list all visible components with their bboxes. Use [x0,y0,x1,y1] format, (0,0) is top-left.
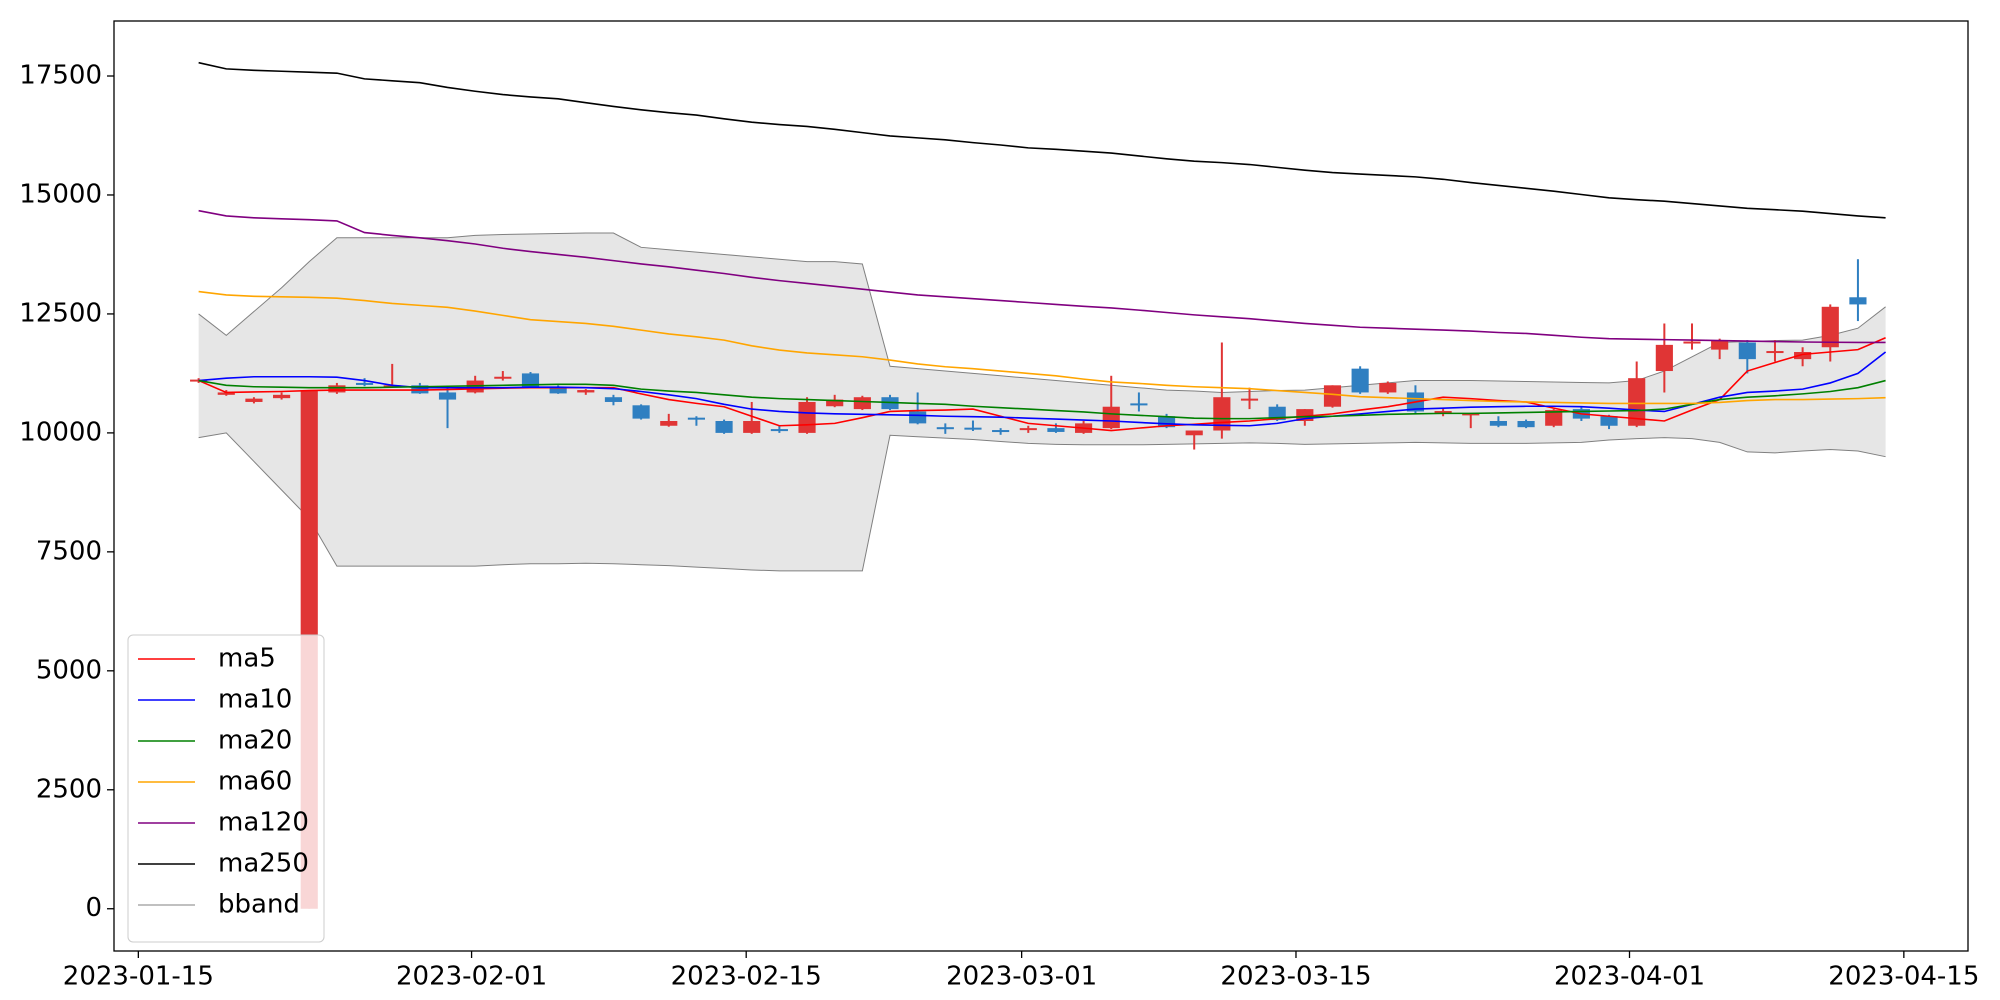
candle-body [1379,382,1397,393]
y-tick-label: 7500 [36,536,102,566]
candle-body [245,398,263,402]
candle-body [273,394,291,399]
candle-body [1047,428,1065,432]
candle-body [826,399,844,407]
candle-body [1462,413,1480,416]
band-upper [198,232,1886,393]
candle-body [1130,403,1148,406]
candle-body [798,401,816,433]
x-tick-label: 2023-04-01 [1554,962,1705,992]
candle-body [1240,398,1259,401]
legend-box [127,634,325,943]
y-tick-label: 10000 [19,417,102,447]
candle-body [936,427,954,430]
candle-body [1268,406,1286,421]
candle-body [1296,409,1314,421]
candle-body [687,417,705,420]
candle-body [549,387,567,394]
y-tick-label: 12500 [19,298,102,328]
candle-body [604,397,623,402]
candle-body [1019,428,1037,431]
x-tick-label: 2023-02-15 [671,962,822,992]
candle-body [1766,351,1784,354]
legend-label: ma60 [218,767,292,797]
legend-label: ma5 [218,644,276,674]
candle-body [1517,420,1535,428]
candle-body [355,382,374,385]
candle-body [715,420,733,433]
legend-label: ma10 [218,685,292,715]
legend: ma5 ma10 ma20 ma60 ma120 ma250 bband [127,634,325,943]
candle-body [494,376,512,379]
legend-label: ma250 [218,849,309,879]
candle-body [1600,416,1618,426]
legend-label: ma20 [218,726,292,756]
ma-line [198,336,1886,432]
band-fill [198,233,1886,571]
candle-body [853,397,871,410]
candle-body [992,430,1010,433]
candle-body [1794,352,1812,360]
x-tick-label: 2023-02-01 [396,962,547,992]
candle-body [1102,406,1120,429]
ma-line [198,379,1886,420]
x-tick-label: 2023-03-15 [1220,962,1371,992]
candle-body [632,405,650,419]
band-lower [198,432,1886,572]
ma-line [198,351,1887,427]
candle-body [1849,297,1867,305]
candle-body [1434,411,1452,414]
candle-body [521,373,540,388]
candle-body [964,427,982,430]
candle-body [743,420,761,433]
candle-body [1545,410,1563,426]
ma-line [198,290,1886,405]
candle-body [328,385,346,393]
candle-body [1157,416,1176,428]
ma-line [198,209,1886,344]
candle-body [383,385,401,388]
legend-label: bband [218,890,300,920]
x-tick-label: 2023-04-15 [1828,962,1979,992]
candle-body [1185,430,1203,436]
candle-body [438,392,457,400]
candle-body [1351,368,1369,393]
candle-body [1655,344,1673,372]
plot-frame [113,20,1969,952]
candle-body [1738,342,1756,360]
candle-body [1683,341,1701,344]
legend-label: ma120 [218,808,309,838]
x-tick-label: 2023-01-15 [63,962,214,992]
y-tick-label: 17500 [19,61,102,91]
y-tick-label: 2500 [36,774,102,804]
candle-body [770,429,788,432]
candle-body [1711,340,1729,350]
candle-body [1821,306,1839,348]
y-tick-label: 5000 [36,655,102,685]
candle-body [909,411,927,424]
candle-body [1628,378,1646,426]
candle-body [1489,420,1507,426]
ma-line [198,61,1886,219]
y-tick-label: 15000 [19,179,102,209]
candle-body [660,420,678,426]
candle-body [217,392,235,395]
y-tick-label: 0 [85,893,102,923]
candle-body [577,390,595,393]
x-tick-label: 2023-03-01 [946,962,1097,992]
candle-body [1323,385,1342,407]
